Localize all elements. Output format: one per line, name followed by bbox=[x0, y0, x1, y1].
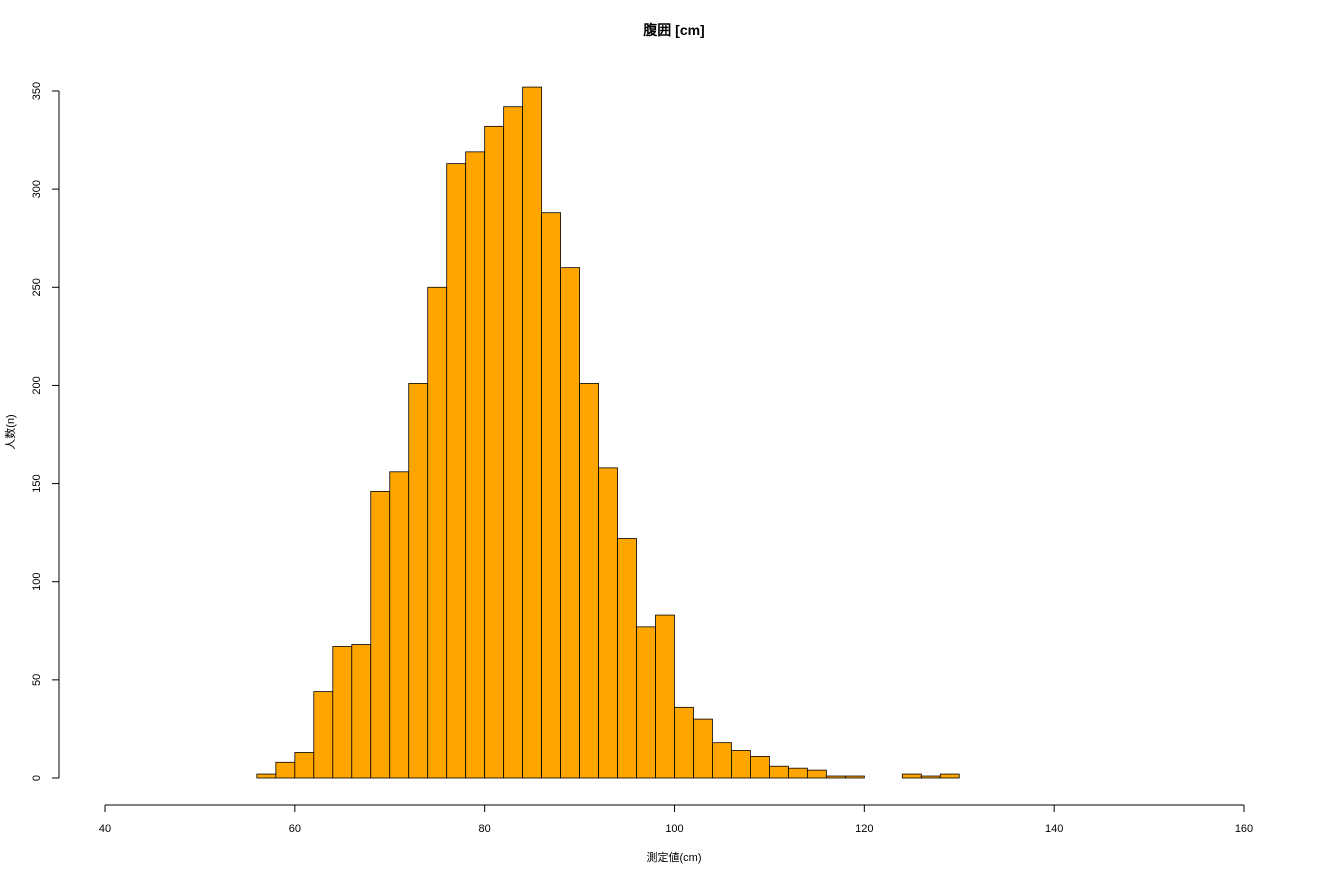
x-tick-label-60: 60 bbox=[289, 823, 301, 835]
histogram-bar-36 bbox=[939, 773, 960, 779]
y-tick-label-200: 200 bbox=[31, 376, 43, 394]
histogram-bar-30 bbox=[825, 775, 846, 779]
histogram-bar-24 bbox=[712, 742, 732, 779]
x-tick-label-140: 140 bbox=[1045, 823, 1063, 835]
x-tick-label-160: 160 bbox=[1235, 823, 1253, 835]
chart-title: 腹囲 [cm] bbox=[643, 22, 704, 38]
histogram-bar-20 bbox=[636, 626, 656, 779]
y-tick-label-50: 50 bbox=[31, 674, 43, 686]
histogram-bar-28 bbox=[788, 767, 808, 779]
y-tick-label-350: 350 bbox=[31, 82, 43, 100]
histogram-bar-14 bbox=[522, 86, 543, 779]
histogram-bar-1 bbox=[275, 761, 296, 779]
histogram-bar-11 bbox=[465, 151, 486, 779]
histogram-bar-23 bbox=[693, 718, 713, 779]
x-tick-label-100: 100 bbox=[665, 823, 683, 835]
histogram-bar-34 bbox=[901, 773, 922, 779]
histogram-bar-17 bbox=[579, 383, 599, 779]
histogram-bar-7 bbox=[389, 471, 410, 779]
histogram-bar-15 bbox=[541, 212, 561, 779]
x-tick-label-40: 40 bbox=[99, 823, 111, 835]
y-tick-label-100: 100 bbox=[31, 573, 43, 591]
histogram-bar-19 bbox=[617, 538, 637, 779]
histogram-bar-26 bbox=[750, 756, 770, 779]
histogram-bar-6 bbox=[370, 491, 391, 779]
histogram-bar-9 bbox=[427, 286, 448, 779]
bars-group bbox=[256, 86, 960, 779]
histogram-bar-21 bbox=[655, 614, 675, 779]
histogram-bar-2 bbox=[294, 752, 315, 779]
y-tick-label-0: 0 bbox=[31, 775, 43, 781]
x-tick-label-80: 80 bbox=[479, 823, 491, 835]
histogram-bar-35 bbox=[920, 775, 941, 779]
histogram-bar-29 bbox=[806, 769, 827, 779]
histogram-bar-31 bbox=[844, 775, 865, 779]
histogram-bar-16 bbox=[560, 267, 580, 779]
y-axis: 0 50 100 150 200 250 300 350 bbox=[31, 82, 60, 781]
histogram-bar-27 bbox=[769, 765, 789, 779]
y-tick-label-150: 150 bbox=[31, 474, 43, 492]
histogram-bar-22 bbox=[674, 706, 694, 779]
x-axis-title: 測定値(cm) bbox=[647, 850, 702, 864]
histogram-bar-3 bbox=[313, 691, 334, 779]
histogram-bar-13 bbox=[503, 106, 524, 779]
histogram-bar-12 bbox=[484, 125, 505, 779]
histogram-bar-0 bbox=[256, 773, 277, 779]
histogram-bar-18 bbox=[598, 467, 618, 779]
x-axis: 40 60 80 100 120 140 160 bbox=[99, 804, 1253, 835]
histogram-bar-8 bbox=[408, 383, 429, 779]
y-tick-label-250: 250 bbox=[31, 278, 43, 296]
histogram-bar-5 bbox=[351, 644, 372, 779]
histogram-bar-25 bbox=[731, 750, 751, 779]
histogram-bar-4 bbox=[332, 646, 353, 779]
x-tick-label-120: 120 bbox=[855, 823, 873, 835]
y-axis-title: 人数(n) bbox=[4, 414, 17, 449]
y-tick-label-300: 300 bbox=[31, 180, 43, 198]
histogram-bar-10 bbox=[446, 163, 467, 779]
